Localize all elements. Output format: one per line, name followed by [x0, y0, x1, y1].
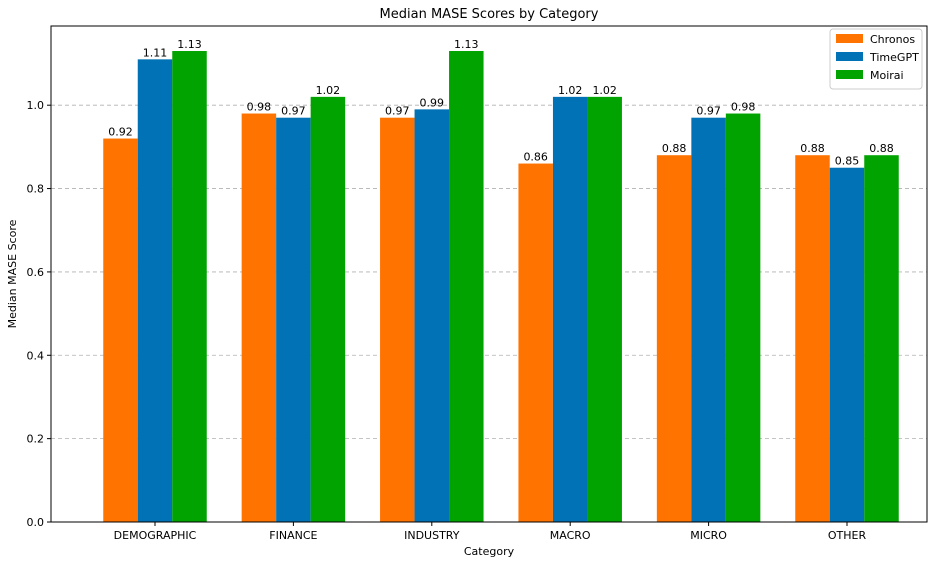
data-label: 0.88 [800, 142, 825, 155]
x-tick-label: FINANCE [269, 529, 317, 542]
bar-chronos-finance [241, 113, 277, 522]
bar-timegpt-other [829, 167, 865, 522]
bar-timegpt-finance [276, 117, 311, 522]
bar-timegpt-macro [552, 96, 588, 522]
legend-swatch-chronos [836, 34, 863, 43]
data-label: 1.13 [177, 38, 202, 51]
x-tick-label: INDUSTRY [404, 529, 460, 542]
x-axis: DEMOGRAPHIC FINANCE INDUSTRY MACRO MICRO OTHE… [114, 522, 867, 542]
data-label: 0.88 [869, 142, 894, 155]
data-label: 1.11 [143, 46, 168, 59]
bar-timegpt-industry [414, 109, 450, 523]
x-tick-label: MACRO [550, 529, 591, 542]
bar-chronos-industry [380, 117, 415, 522]
data-label: 0.92 [108, 126, 133, 139]
data-label: 0.97 [696, 105, 721, 118]
bar-timegpt-demographic [137, 59, 173, 522]
data-label: 1.13 [454, 38, 479, 51]
data-label: 0.85 [835, 155, 860, 168]
data-label: 1.02 [592, 84, 617, 97]
bar-moirai-finance [310, 96, 346, 522]
data-label: 0.97 [385, 105, 410, 118]
bar-moirai-micro [725, 113, 761, 522]
y-tick-label: 0.2 [27, 433, 45, 446]
chart-title: Median MASE Scores by Category [380, 7, 599, 22]
data-label: 0.97 [281, 105, 306, 118]
legend-label-chronos: Chronos [870, 33, 915, 46]
data-label: 0.99 [420, 96, 445, 109]
data-label: 0.98 [247, 101, 272, 114]
data-label: 1.02 [316, 84, 341, 97]
bar-timegpt-micro [691, 117, 726, 522]
y-tick-label: 0.4 [27, 349, 45, 362]
y-axis-label: Median MASE Score [6, 219, 19, 328]
data-label: 1.02 [558, 84, 583, 97]
data-label: 0.88 [662, 142, 687, 155]
data-label: 0.86 [523, 151, 548, 164]
legend-swatch-moirai [836, 70, 863, 79]
x-axis-label: Category [464, 545, 515, 558]
legend-label-timegpt: TimeGPT [869, 51, 919, 64]
bar-chronos-other [795, 155, 830, 522]
bars [103, 51, 899, 523]
x-tick-label: DEMOGRAPHIC [114, 529, 197, 542]
data-label: 0.98 [731, 101, 756, 114]
grid-lines [51, 104, 927, 440]
y-tick-label: 0.8 [27, 183, 45, 196]
bar-chronos-demographic [103, 138, 138, 522]
bar-moirai-demographic [172, 51, 207, 523]
y-tick-label: 0.0 [27, 516, 45, 529]
y-tick-label: 1.0 [27, 99, 45, 112]
y-axis: 0.0 0.2 0.4 0.6 0.8 1.0 [27, 99, 51, 529]
legend-swatch-timegpt [836, 52, 863, 61]
legend: Chronos TimeGPT Moirai [829, 28, 923, 90]
x-tick-label: OTHER [828, 529, 867, 542]
bar-chronos-macro [518, 163, 553, 523]
plot-frame [50, 25, 928, 523]
legend-label-moirai: Moirai [870, 69, 904, 82]
x-tick-label: MICRO [690, 529, 727, 542]
bar-chronos-micro [656, 155, 692, 522]
y-tick-label: 0.6 [27, 266, 45, 279]
bar-moirai-other [864, 155, 899, 522]
bar-moirai-macro [587, 96, 622, 522]
data-labels: 0.92 1.11 1.13 0.98 0.97 1.02 0.97 0.99 1.13 0.86… [108, 38, 894, 168]
bar-moirai-industry [449, 51, 484, 523]
